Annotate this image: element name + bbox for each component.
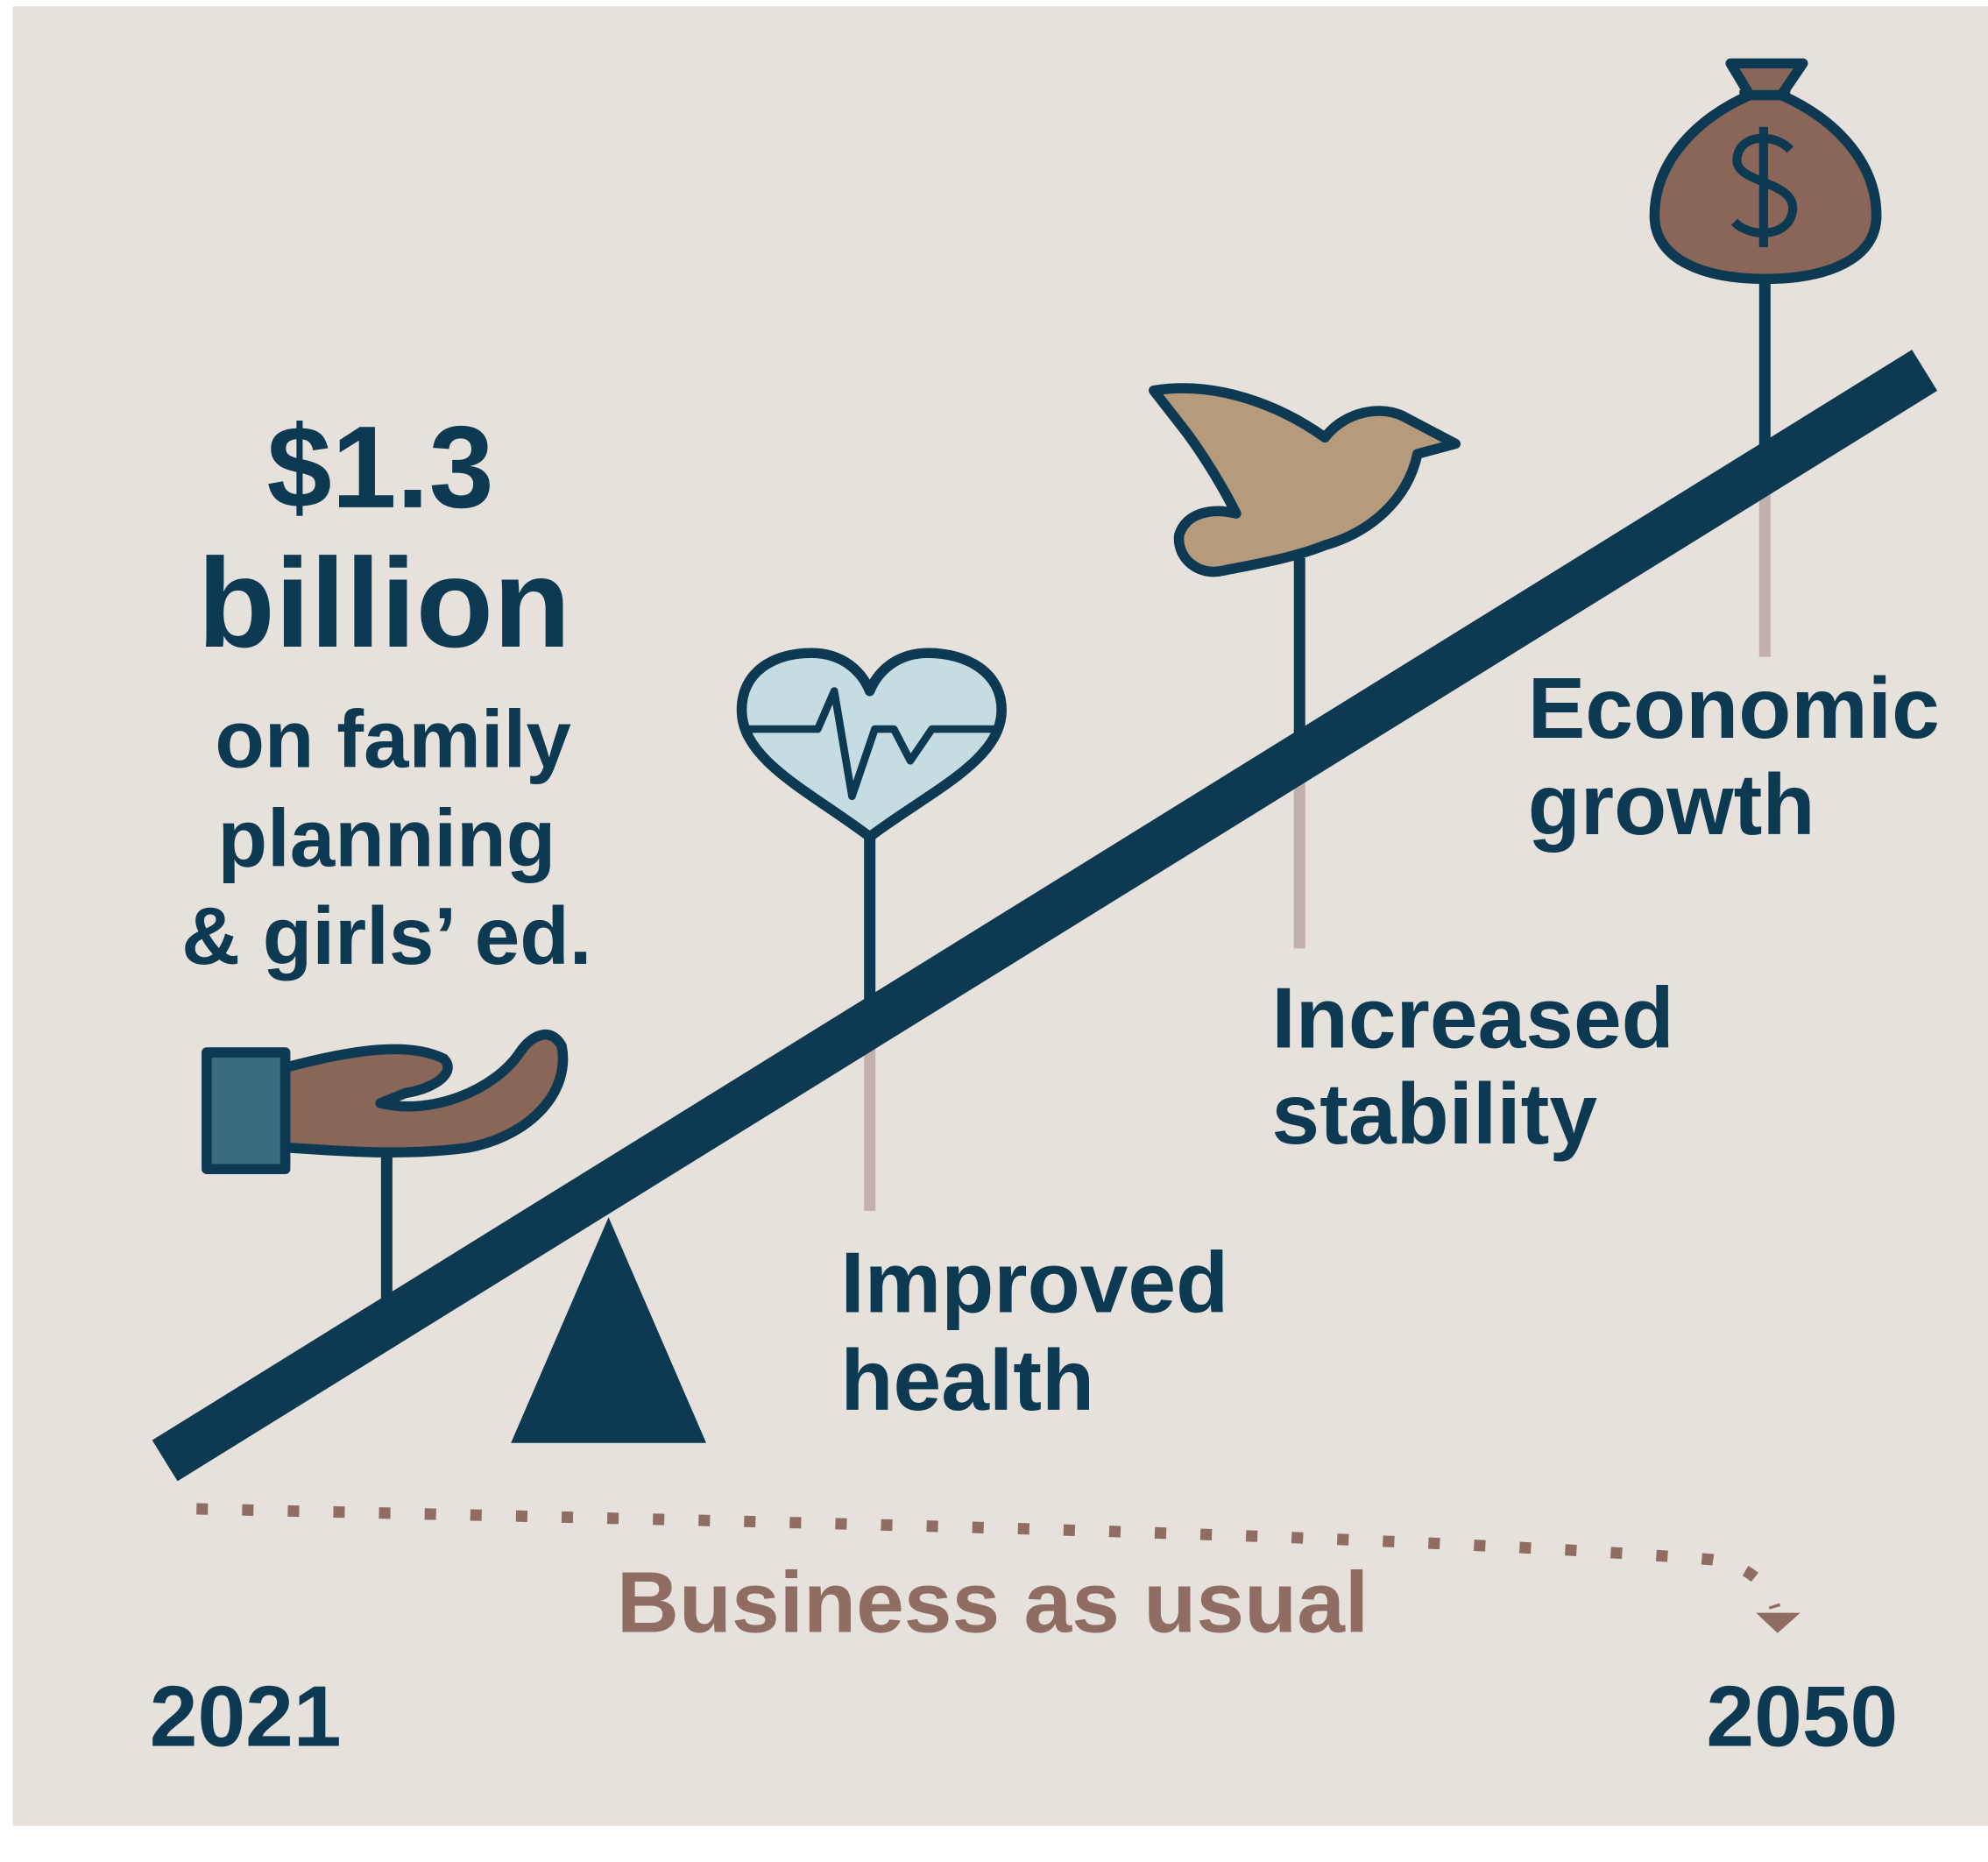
headline-description: planning (217, 792, 555, 883)
outcome-label: stability (1271, 1066, 1597, 1162)
outcome-label: growth (1528, 756, 1815, 853)
headline-description: & girls’ ed. (181, 890, 591, 981)
headline-unit: billion (197, 532, 570, 674)
headline-description: on family (215, 693, 571, 784)
outcome-label: Increased (1271, 969, 1673, 1066)
start-year: 2021 (150, 1668, 342, 1765)
hand-icon (202, 1029, 569, 1174)
headline-amount: $1.3 (267, 402, 494, 533)
end-year: 2050 (1706, 1668, 1898, 1765)
seesaw-beam (152, 350, 1938, 1482)
bird-icon (1149, 383, 1461, 577)
money-bag-icon (1649, 58, 1882, 285)
upper-poles (380, 273, 1771, 1306)
heart-icon (736, 648, 1007, 842)
baseline-label: Business as usual (617, 1554, 1369, 1650)
outcome-label: Economic (1528, 660, 1940, 756)
baseline-arrow (1756, 1612, 1801, 1633)
fulcrum (511, 1217, 707, 1443)
outcome-label: health (840, 1332, 1094, 1428)
outcome-label: Improved (840, 1235, 1228, 1331)
